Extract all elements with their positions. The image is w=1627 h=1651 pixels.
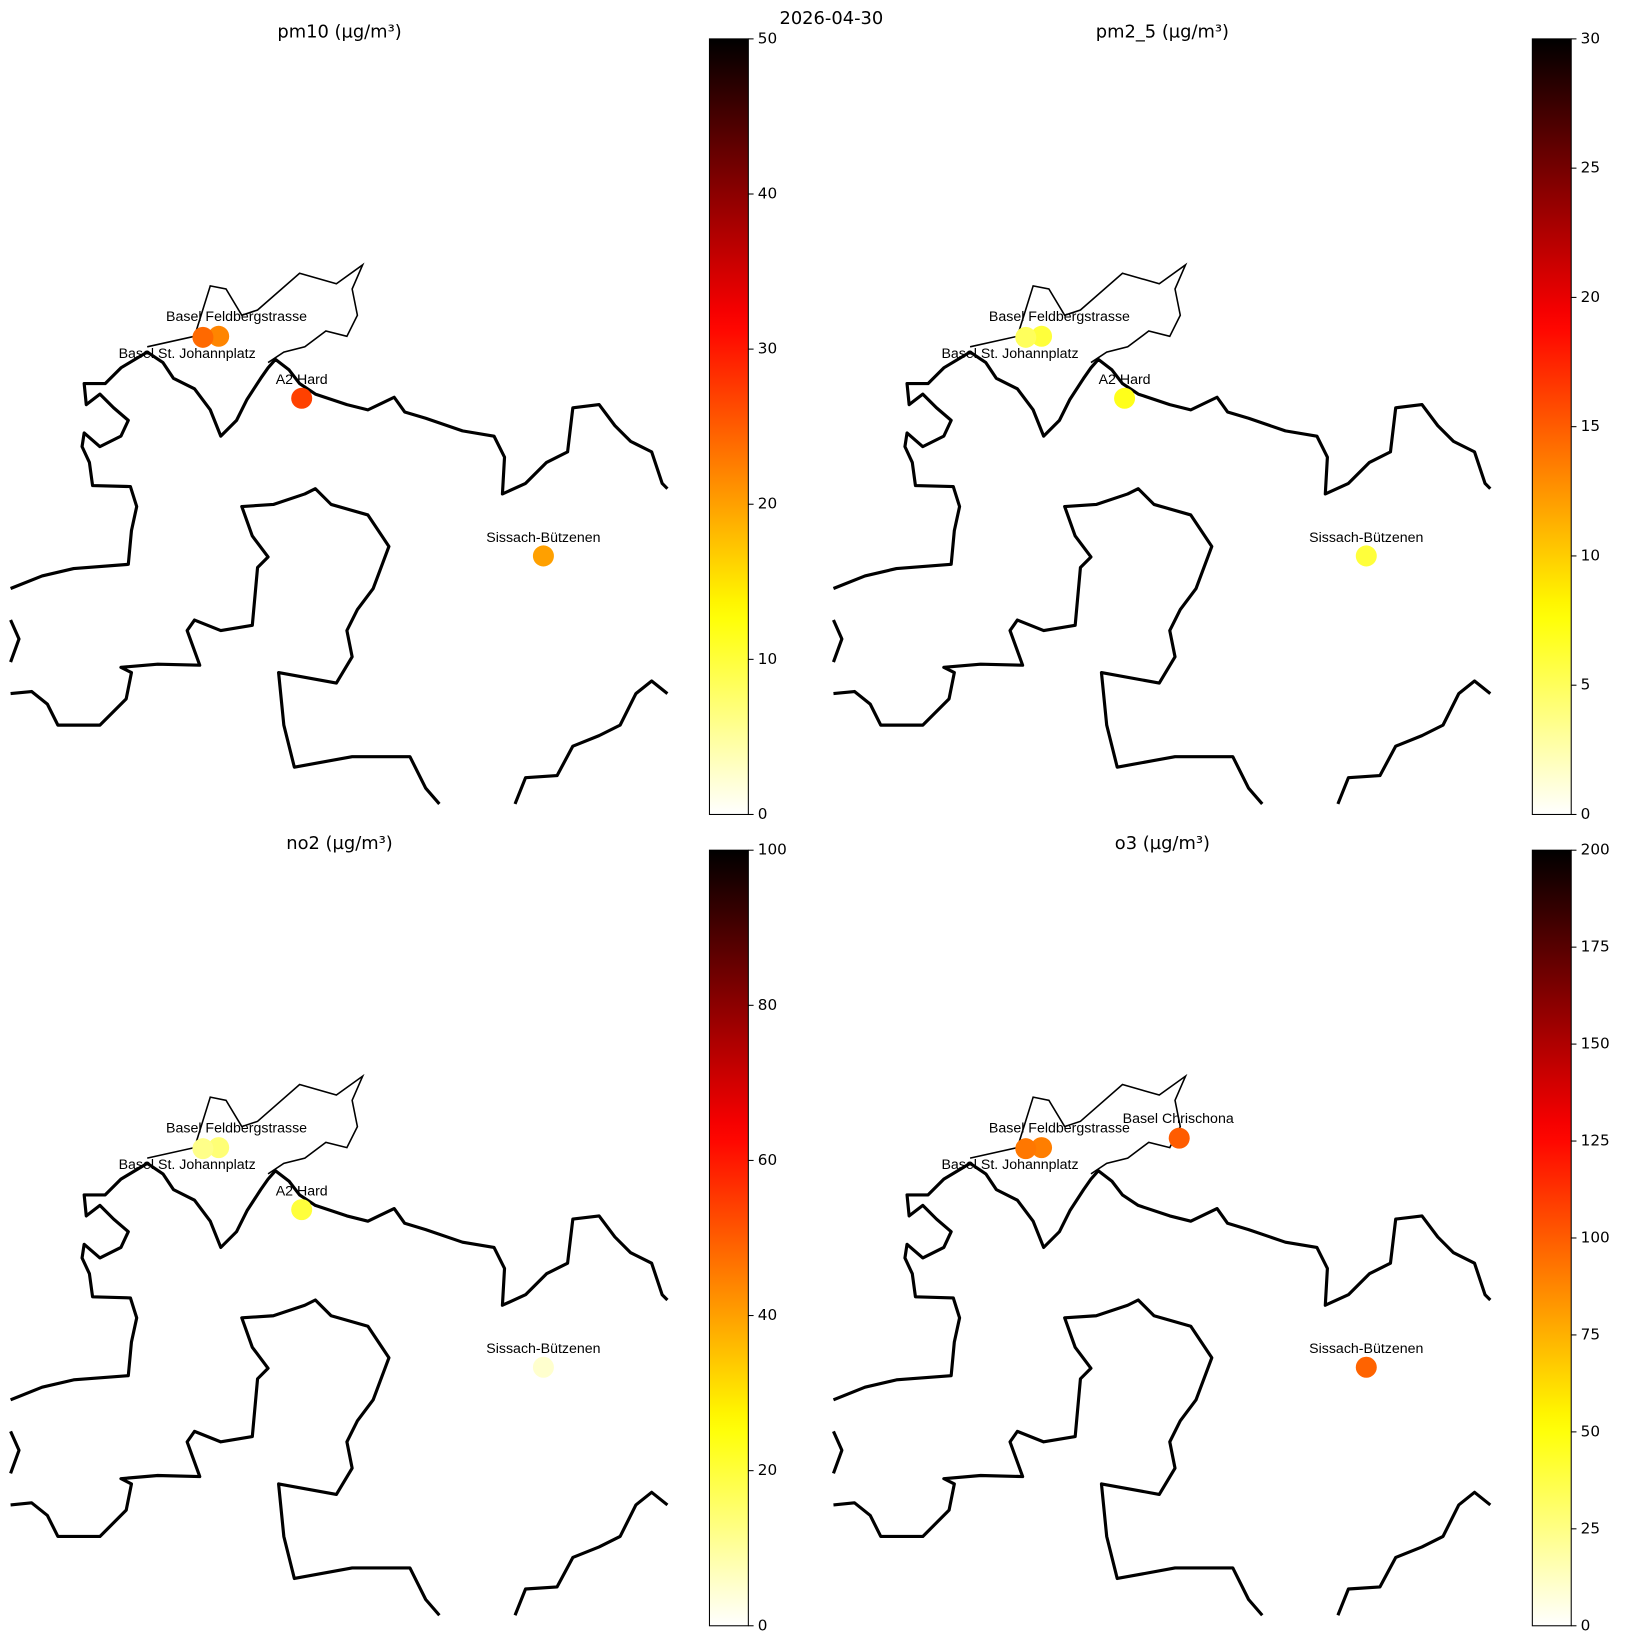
station-label: A2 Hard [1099,372,1151,388]
colorbar-tick-label: 40 [758,185,777,203]
colorbar-tick-label: 30 [1581,29,1600,47]
colorbar-tick-label: 15 [1581,417,1600,435]
station-marker [1355,545,1377,567]
border [147,262,365,364]
panel-title: o3 (µg/m³) [1115,833,1210,854]
station-label: Basel St. Johannplatz [119,1157,256,1173]
station-marker [1015,1138,1037,1160]
colorbar-tick-label: 75 [1581,1325,1600,1343]
colorbar-tick-label: 150 [1581,1035,1610,1053]
border [1336,679,1492,805]
border [832,350,1492,590]
station-label: Basel St. Johannplatz [941,346,1078,362]
station-marker [291,387,313,409]
colorbar-tick-label: 175 [1581,938,1610,956]
border [9,619,21,663]
border [1336,1490,1492,1616]
colorbar-tick-label: 50 [1581,1422,1600,1440]
colorbar-tick-label: 200 [1581,841,1610,859]
border [833,487,1264,805]
map-panel: no2 (µg/m³) Basel Feldbergstrasse Basel St… [9,833,787,1634]
colorbar-tick-label: 20 [758,495,777,513]
station-label: Sissach-Bützenen [486,1341,600,1357]
station-marker [291,1199,313,1221]
panel-title: pm2_5 (µg/m³) [1096,22,1229,43]
border [513,1490,669,1616]
station-label: Basel Feldbergstrasse [989,309,1130,325]
colorbar [708,849,749,1627]
colorbar-tick-label: 0 [1581,1616,1591,1634]
station-marker [532,545,554,567]
border [10,1161,669,1402]
colorbar-tick-label: 25 [1581,159,1600,177]
station-label: Basel Feldbergstrasse [166,309,307,325]
colorbar [1531,849,1572,1627]
colorbar [708,38,749,815]
station-marker [192,326,214,348]
station-label: A2 Hard [276,1183,328,1199]
station-label: Basel St. Johannplatz [119,346,256,362]
colorbar-tick-label: 10 [758,650,777,668]
border [147,1073,365,1175]
station-marker [1031,1137,1053,1159]
colorbar-tick-label: 100 [758,841,787,859]
border [969,1073,1188,1175]
border [831,1430,844,1474]
colorbar-tick-label: 125 [1581,1132,1610,1150]
station-label: Basel Feldbergstrasse [166,1120,307,1136]
colorbar-tick-label: 20 [758,1461,777,1479]
map-panel: pm2_5 (µg/m³) Basel Feldbergstrasse Basel … [831,22,1600,823]
station-marker [1031,325,1053,347]
border [831,619,844,663]
colorbar-tick-label: 5 [1581,676,1591,694]
border [969,262,1188,364]
panel-title: pm10 (µg/m³) [277,22,401,43]
station-label: Basel Chrischona [1123,1111,1234,1127]
colorbar [1531,38,1572,815]
colorbar-tick-label: 60 [758,1151,777,1169]
station-marker [1168,1127,1190,1149]
station-label: Basel Feldbergstrasse [989,1120,1130,1136]
colorbar-tick-label: 0 [1581,805,1591,823]
station-label: Sissach-Bützenen [486,530,600,546]
station-marker [1355,1356,1377,1378]
station-marker [208,1137,230,1159]
station-label: Sissach-Bützenen [1309,530,1423,546]
border [10,487,441,805]
border [513,679,669,805]
colorbar-tick-label: 0 [758,805,768,823]
border [10,1298,441,1617]
station-marker [192,1138,214,1160]
figure-title: 2026-04-30 [779,8,883,29]
colorbar-tick-label: 25 [1581,1519,1600,1537]
colorbar-tick-label: 80 [758,996,777,1014]
station-label: Sissach-Bützenen [1309,1341,1423,1357]
border [833,1298,1264,1617]
map-panel: o3 (µg/m³) Basel Feldbergstrasse Basel St.… [831,833,1610,1634]
colorbar-tick-label: 20 [1581,288,1600,306]
colorbar-tick-label: 100 [1581,1228,1610,1246]
station-label: A2 Hard [276,372,328,388]
colorbar-tick-label: 10 [1581,546,1600,564]
station-marker [208,325,230,347]
colorbar-tick-label: 40 [758,1306,777,1324]
map-panel: pm10 (µg/m³) Basel Feldbergstrasse Basel S… [9,22,777,823]
station-marker [532,1356,554,1378]
border [832,1161,1492,1402]
panel-title: no2 (µg/m³) [286,833,392,854]
border [9,1430,21,1474]
station-label: Basel St. Johannplatz [941,1157,1078,1173]
colorbar-tick-label: 0 [758,1616,768,1634]
station-marker [1114,387,1136,409]
colorbar-tick-label: 30 [758,340,777,358]
border [10,350,669,590]
station-marker [1015,326,1037,348]
colorbar-tick-label: 50 [758,29,777,47]
